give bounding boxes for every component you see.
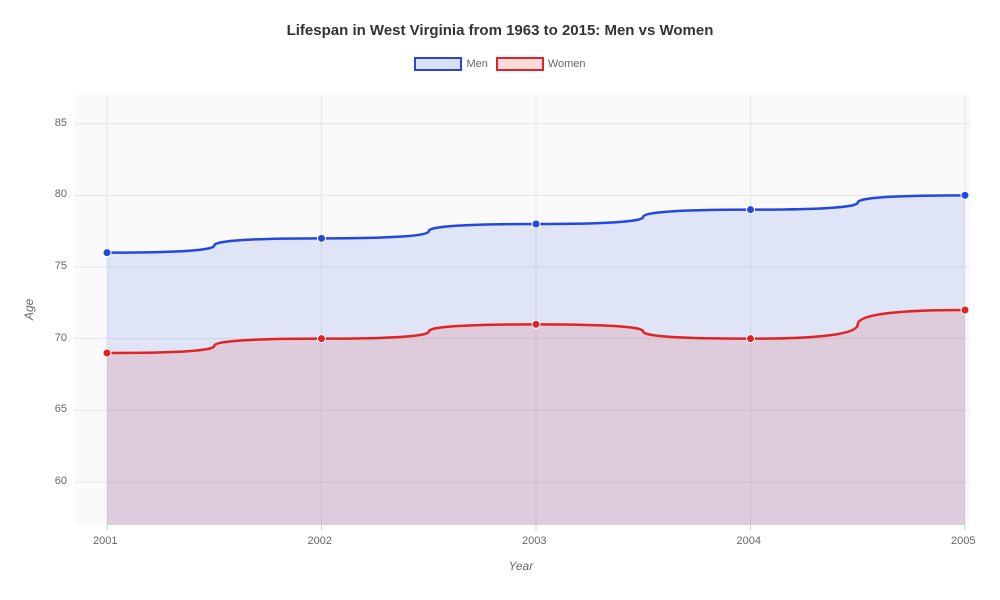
y-axis-title: Age	[22, 299, 36, 320]
data-point[interactable]	[532, 320, 540, 328]
legend-label-women: Women	[548, 58, 586, 70]
x-tick-label: 2003	[522, 535, 546, 547]
legend-item-women[interactable]: Women	[496, 57, 586, 71]
data-point[interactable]	[747, 206, 755, 214]
x-tick-label: 2004	[737, 535, 761, 547]
data-point[interactable]	[961, 306, 969, 314]
y-tick-label: 75	[55, 260, 67, 272]
y-tick-label: 70	[55, 332, 67, 344]
x-tick-label: 2002	[308, 535, 332, 547]
series-area	[107, 310, 965, 525]
data-point[interactable]	[532, 220, 540, 228]
chart-title: Lifespan in West Virginia from 1963 to 2…	[0, 0, 1000, 39]
chart-container: Lifespan in West Virginia from 1963 to 2…	[0, 0, 1000, 600]
legend: Men Women	[0, 57, 1000, 71]
data-point[interactable]	[747, 335, 755, 343]
legend-swatch-men	[414, 57, 462, 71]
x-tick-label: 2001	[93, 535, 117, 547]
chart-svg	[75, 95, 970, 525]
y-tick-label: 65	[55, 403, 67, 415]
data-point[interactable]	[961, 191, 969, 199]
x-axis-title: Year	[509, 559, 534, 573]
legend-item-men[interactable]: Men	[414, 57, 487, 71]
legend-swatch-women	[496, 57, 544, 71]
plot-area	[75, 95, 970, 525]
y-tick-label: 80	[55, 188, 67, 200]
y-tick-label: 60	[55, 475, 67, 487]
data-point[interactable]	[103, 249, 111, 257]
x-tick-label: 2005	[951, 535, 975, 547]
data-point[interactable]	[103, 349, 111, 357]
data-point[interactable]	[318, 335, 326, 343]
data-point[interactable]	[318, 234, 326, 242]
legend-label-men: Men	[466, 58, 487, 70]
y-tick-label: 85	[55, 117, 67, 129]
